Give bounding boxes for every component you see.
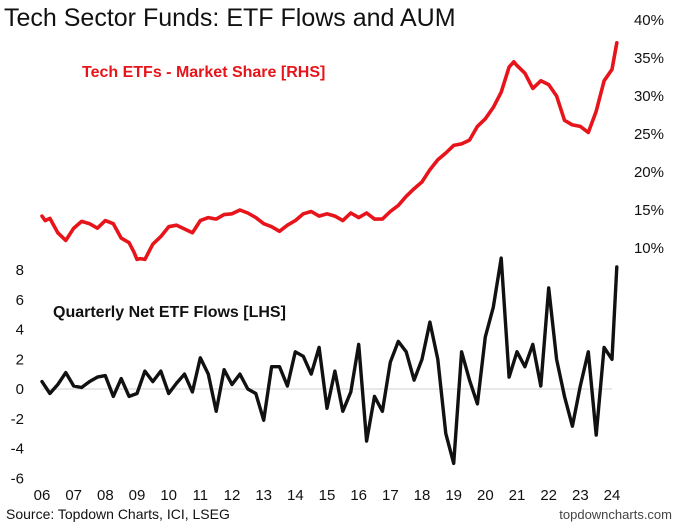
right-axis-tick-label: 30% <box>634 88 664 105</box>
x-axis-tick-label: 17 <box>382 487 399 504</box>
x-axis-tick-label: 06 <box>34 487 51 504</box>
x-axis-tick-label: 23 <box>572 487 589 504</box>
right-axis-tick-label: 25% <box>634 126 664 143</box>
x-axis-tick-label: 09 <box>129 487 146 504</box>
x-axis-tick-label: 24 <box>604 487 621 504</box>
right-axis-tick-label: 15% <box>634 202 664 219</box>
x-axis-tick-label: 16 <box>350 487 367 504</box>
x-axis-tick-label: 11 <box>193 487 209 504</box>
market-share-line <box>40 40 619 262</box>
net-flows-line <box>40 256 619 466</box>
left-axis-tick-label: 6 <box>16 292 24 309</box>
left-axis-tick-label: 8 <box>16 262 24 279</box>
right-axis-tick-label: 35% <box>634 50 664 67</box>
x-axis-tick-label: 13 <box>255 487 272 504</box>
left-axis-tick-label: 4 <box>16 322 24 339</box>
right-axis-tick-label: 40% <box>634 12 664 29</box>
right-axis-tick-label: 10% <box>634 240 664 257</box>
left-axis-tick-label: 0 <box>16 381 24 398</box>
x-axis-tick-label: 10 <box>160 487 177 504</box>
x-axis-tick-label: 08 <box>97 487 114 504</box>
x-axis-tick-label: 15 <box>319 487 336 504</box>
chart-title: Tech Sector Funds: ETF Flows and AUM <box>4 4 456 32</box>
left-axis-tick-label: -6 <box>11 470 24 487</box>
x-axis-tick-label: 22 <box>540 487 557 504</box>
x-axis-tick-label: 07 <box>65 487 82 504</box>
x-axis-tick-label: 21 <box>509 487 526 504</box>
x-axis-tick-label: 18 <box>414 487 431 504</box>
source-note: Source: Topdown Charts, ICI, LSEG <box>6 506 230 522</box>
x-axis-tick-label: 20 <box>477 487 494 504</box>
net-flows-series-label: Quarterly Net ETF Flows [LHS] <box>53 304 286 321</box>
site-credit: topdowncharts.com <box>559 507 672 522</box>
x-axis-tick-label: 12 <box>224 487 241 504</box>
right-axis-tick-label: 20% <box>634 164 664 181</box>
x-axis-tick-label: 14 <box>287 487 304 504</box>
left-axis-tick-label: 2 <box>16 351 24 368</box>
left-axis-tick-label: -2 <box>11 411 24 428</box>
x-axis-tick-label: 19 <box>445 487 462 504</box>
market-share-series-label: Tech ETFs - Market Share [RHS] <box>82 64 326 81</box>
left-axis-tick-label: -4 <box>11 441 24 458</box>
